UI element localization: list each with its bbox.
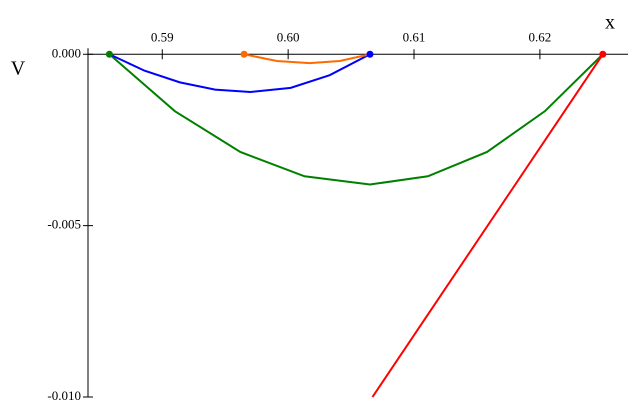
x-tick-label: 0.60 <box>277 29 300 44</box>
end-point <box>105 50 113 58</box>
y-tick-label: 0.000 <box>52 45 81 60</box>
curve <box>108 53 604 186</box>
end-point <box>240 50 248 58</box>
curve <box>243 53 371 65</box>
x-tick-label: 0.62 <box>529 29 552 44</box>
x-axis-title: x <box>605 12 615 34</box>
curve <box>371 53 604 398</box>
curve <box>108 53 371 93</box>
end-point <box>366 50 374 58</box>
y-tick-label: -0.010 <box>47 388 81 403</box>
y-tick-label: -0.005 <box>47 217 81 232</box>
end-point <box>599 50 607 58</box>
x-tick-label: 0.61 <box>403 29 426 44</box>
x-tick-label: 0.59 <box>151 29 174 44</box>
y-axis-title: V <box>11 58 26 80</box>
